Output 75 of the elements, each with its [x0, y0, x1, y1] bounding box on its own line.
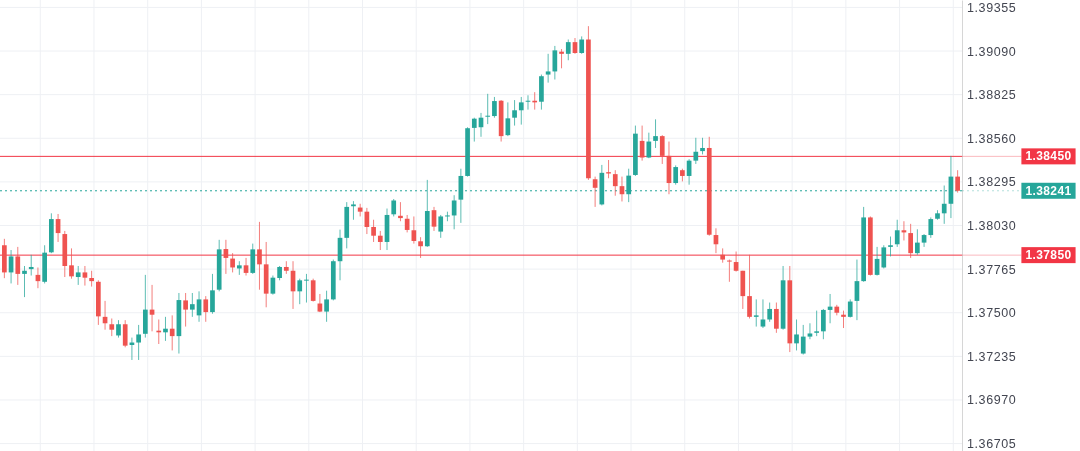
candlestick — [653, 118, 658, 149]
candlestick — [646, 132, 652, 159]
y-tick-label: 1.39355 — [967, 0, 1017, 15]
candlestick — [747, 254, 752, 319]
candlestick — [15, 246, 21, 286]
candlestick — [512, 99, 517, 127]
candlestick — [545, 53, 551, 84]
candlestick — [304, 273, 309, 304]
candlestick — [612, 169, 618, 197]
candlestick — [69, 247, 74, 280]
candlestick — [82, 265, 88, 287]
candlestick — [794, 318, 799, 351]
candlestick — [693, 137, 699, 165]
candlestick — [727, 259, 732, 283]
candlestick — [767, 302, 773, 323]
y-tick-label: 1.39090 — [967, 44, 1017, 59]
candlestick — [377, 230, 383, 251]
candlestick — [847, 298, 853, 319]
y-tick-label: 1.38030 — [967, 219, 1017, 233]
candlestick — [230, 252, 235, 273]
candlestick — [908, 223, 913, 259]
candlestick — [250, 243, 256, 275]
candlestick — [418, 236, 423, 259]
ref-line-label: 1.38450 — [1025, 149, 1072, 164]
y-tick-label: 1.36705 — [967, 437, 1017, 451]
candlestick — [203, 295, 209, 323]
candlestick — [183, 292, 188, 328]
y-tick-label: 1.38825 — [967, 88, 1017, 103]
candlestick — [189, 292, 195, 318]
ref-line-label: 1.37850 — [1025, 248, 1072, 263]
candlestick — [774, 302, 779, 334]
candlestick — [297, 278, 303, 305]
candlestick — [821, 308, 826, 340]
candlestick — [471, 117, 477, 143]
candlestick — [881, 244, 887, 269]
candlestick — [210, 273, 215, 315]
candlestick — [351, 200, 356, 221]
y-tick-label: 1.37500 — [967, 306, 1017, 321]
candlestick — [492, 96, 497, 119]
candlestick — [438, 214, 444, 239]
candlestick — [398, 201, 403, 222]
candlestick — [559, 48, 564, 69]
y-tick-label: 1.38295 — [967, 175, 1017, 190]
candlestick — [955, 169, 960, 194]
y-tick-label: 1.37235 — [967, 349, 1017, 364]
candlestick — [888, 236, 893, 257]
candlestick — [257, 221, 262, 291]
y-tick-label: 1.36970 — [967, 393, 1017, 408]
candlestick — [485, 93, 491, 125]
candlestick — [122, 319, 128, 348]
candlestick — [814, 310, 820, 337]
candlestick — [75, 265, 81, 286]
ref-line-label: 1.38241 — [1025, 183, 1072, 198]
candlestick — [894, 219, 900, 248]
candlestick — [324, 290, 329, 323]
candlestick — [310, 278, 316, 303]
candlestick — [371, 219, 376, 243]
candlestick — [807, 322, 813, 340]
candlestick — [928, 216, 934, 239]
candlestick — [565, 39, 571, 61]
candlestick — [800, 324, 806, 356]
candlestick — [22, 265, 27, 298]
y-tick-label: 1.38560 — [967, 131, 1017, 146]
candlestick — [28, 254, 34, 277]
candlestick — [673, 164, 679, 186]
candlestick — [136, 324, 141, 361]
candlestick — [753, 298, 759, 328]
candlestick — [518, 96, 524, 126]
candlestick — [915, 228, 920, 256]
candlestick — [552, 45, 558, 80]
candlestick — [169, 314, 175, 351]
candlestick — [659, 134, 665, 165]
y-tick-label: 1.37765 — [967, 262, 1017, 277]
candlestick — [760, 298, 766, 329]
candlestick — [592, 176, 598, 208]
